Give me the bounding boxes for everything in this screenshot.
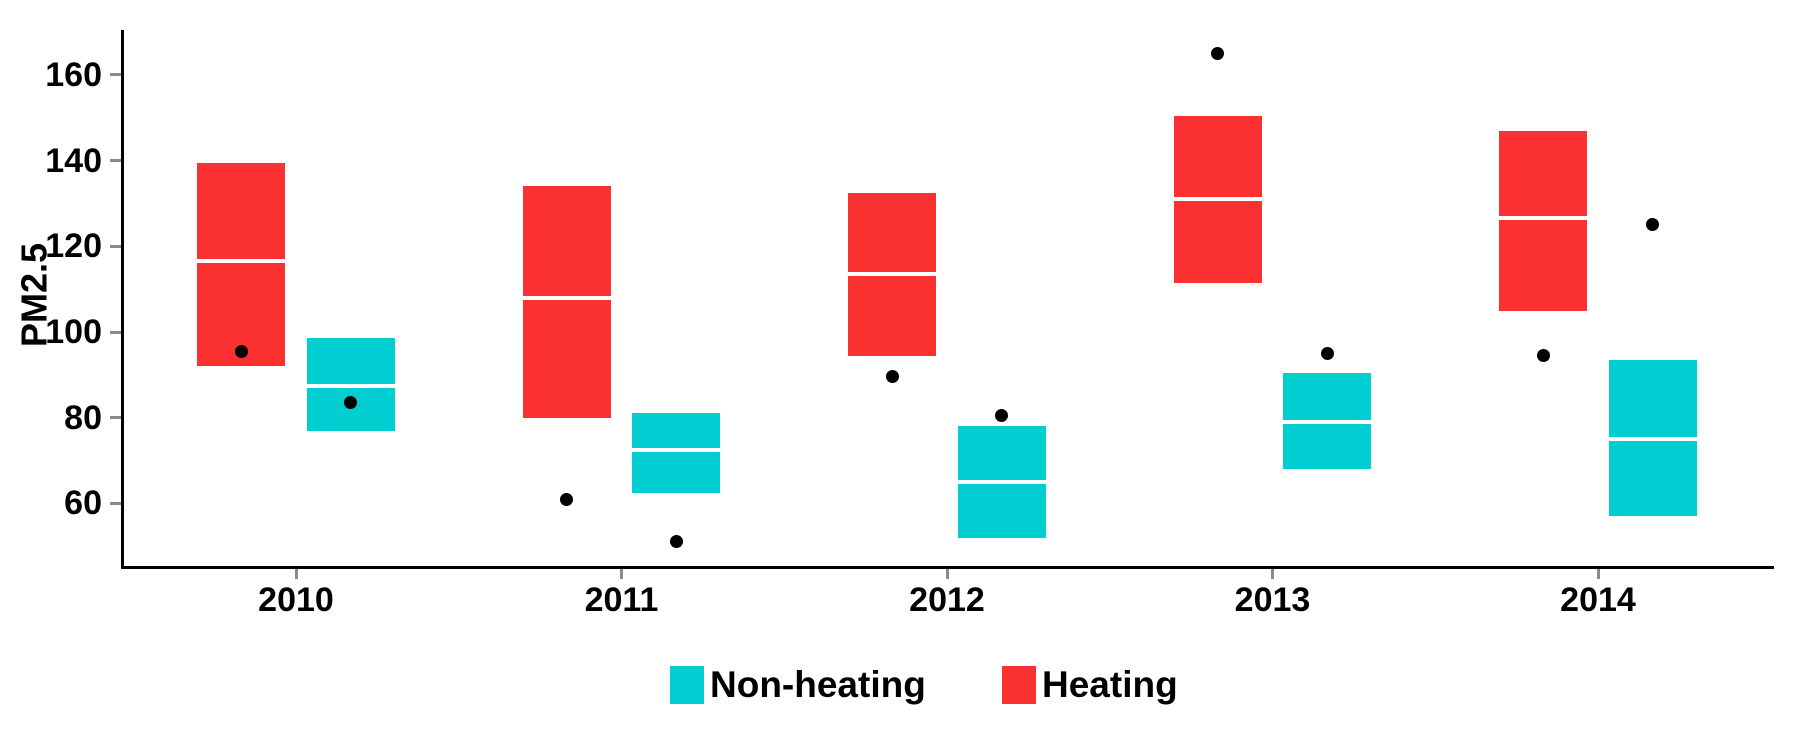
legend-label-non-heating: Non-heating xyxy=(710,664,926,705)
crossbar-non-heating-2011 xyxy=(632,413,721,493)
legend-label-heating: Heating xyxy=(1042,664,1178,705)
outlier-point-non-heating-2010 xyxy=(344,396,358,410)
y-tick-label: 60 xyxy=(64,484,102,523)
x-tick-label: 2010 xyxy=(258,581,334,619)
legend-entry-non-heating: Non-heating xyxy=(670,666,926,704)
y-tick-mark xyxy=(110,159,121,163)
y-tick-mark xyxy=(110,73,121,77)
outlier-point-non-heating-2013 xyxy=(1320,346,1334,360)
outlier-point-heating-2010 xyxy=(234,344,248,358)
x-tick-label: 2013 xyxy=(1234,581,1311,619)
outlier-point-heating-2011 xyxy=(560,492,574,506)
y-tick-label: 80 xyxy=(64,398,102,437)
x-axis-line xyxy=(121,566,1774,569)
crossbar-heating-2014 xyxy=(1499,130,1588,311)
y-axis-line xyxy=(121,30,124,569)
median-line-heating-2014 xyxy=(1499,216,1588,221)
median-line-non-heating-2012 xyxy=(957,479,1046,484)
y-tick-label: 120 xyxy=(45,227,102,266)
outlier-point-non-heating-2011 xyxy=(669,535,683,549)
outlier-point-heating-2014 xyxy=(1536,349,1550,363)
y-tick-label: 140 xyxy=(45,141,102,180)
x-tick-label: 2012 xyxy=(909,581,985,619)
x-tick-mark xyxy=(1271,569,1274,579)
outlier-point-heating-2013 xyxy=(1211,46,1225,60)
legend-swatch-heating xyxy=(1002,666,1036,704)
outlier-point-heating-2012 xyxy=(885,370,899,384)
y-tick-mark xyxy=(110,244,121,248)
y-tick-mark xyxy=(110,501,121,505)
x-tick-mark xyxy=(945,569,949,579)
outlier-point-non-heating-2012 xyxy=(995,409,1009,423)
x-tick-label: 2014 xyxy=(1560,581,1636,619)
legend-swatch-non-heating xyxy=(670,666,704,704)
outlier-point-non-heating-2014 xyxy=(1646,218,1660,232)
crossbar-heating-2010 xyxy=(197,162,286,367)
x-tick-mark xyxy=(1596,569,1600,579)
median-line-non-heating-2010 xyxy=(306,383,395,388)
median-line-heating-2012 xyxy=(848,272,937,277)
legend-entry-heating: Heating xyxy=(1002,666,1178,704)
y-tick-label: 100 xyxy=(45,313,102,351)
median-line-non-heating-2014 xyxy=(1608,437,1697,442)
x-tick-label: 2011 xyxy=(584,581,659,619)
median-line-non-heating-2013 xyxy=(1283,419,1372,424)
crossbar-heating-2011 xyxy=(522,186,611,418)
x-tick-mark xyxy=(294,569,298,579)
y-tick-label: 160 xyxy=(45,55,102,94)
x-tick-mark xyxy=(620,569,623,579)
median-line-heating-2010 xyxy=(197,259,286,264)
median-line-non-heating-2011 xyxy=(632,447,721,452)
y-tick-mark xyxy=(110,330,121,334)
median-line-heating-2013 xyxy=(1173,197,1262,202)
median-line-heating-2011 xyxy=(522,295,611,300)
y-tick-mark xyxy=(110,416,121,420)
